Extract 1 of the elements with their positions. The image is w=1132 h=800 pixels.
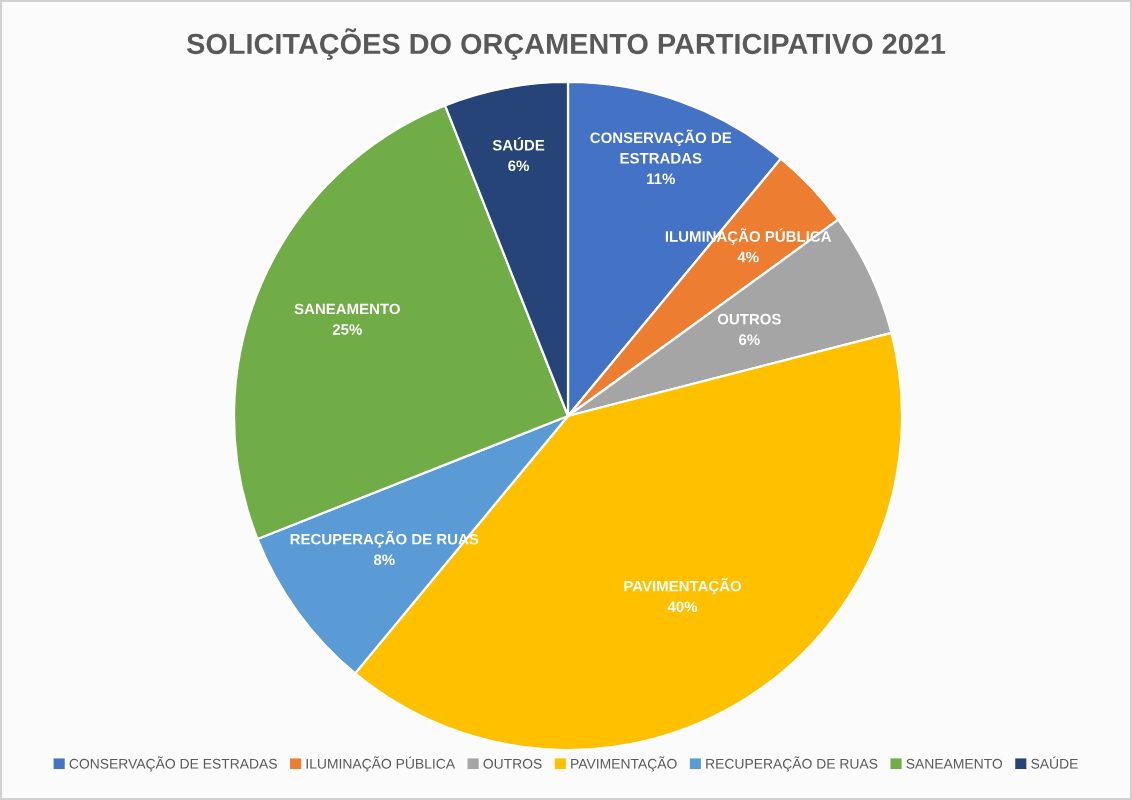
chart-title: SOLICITAÇÕES DO ORÇAMENTO PARTICIPATIVO 2021 [186, 28, 946, 60]
